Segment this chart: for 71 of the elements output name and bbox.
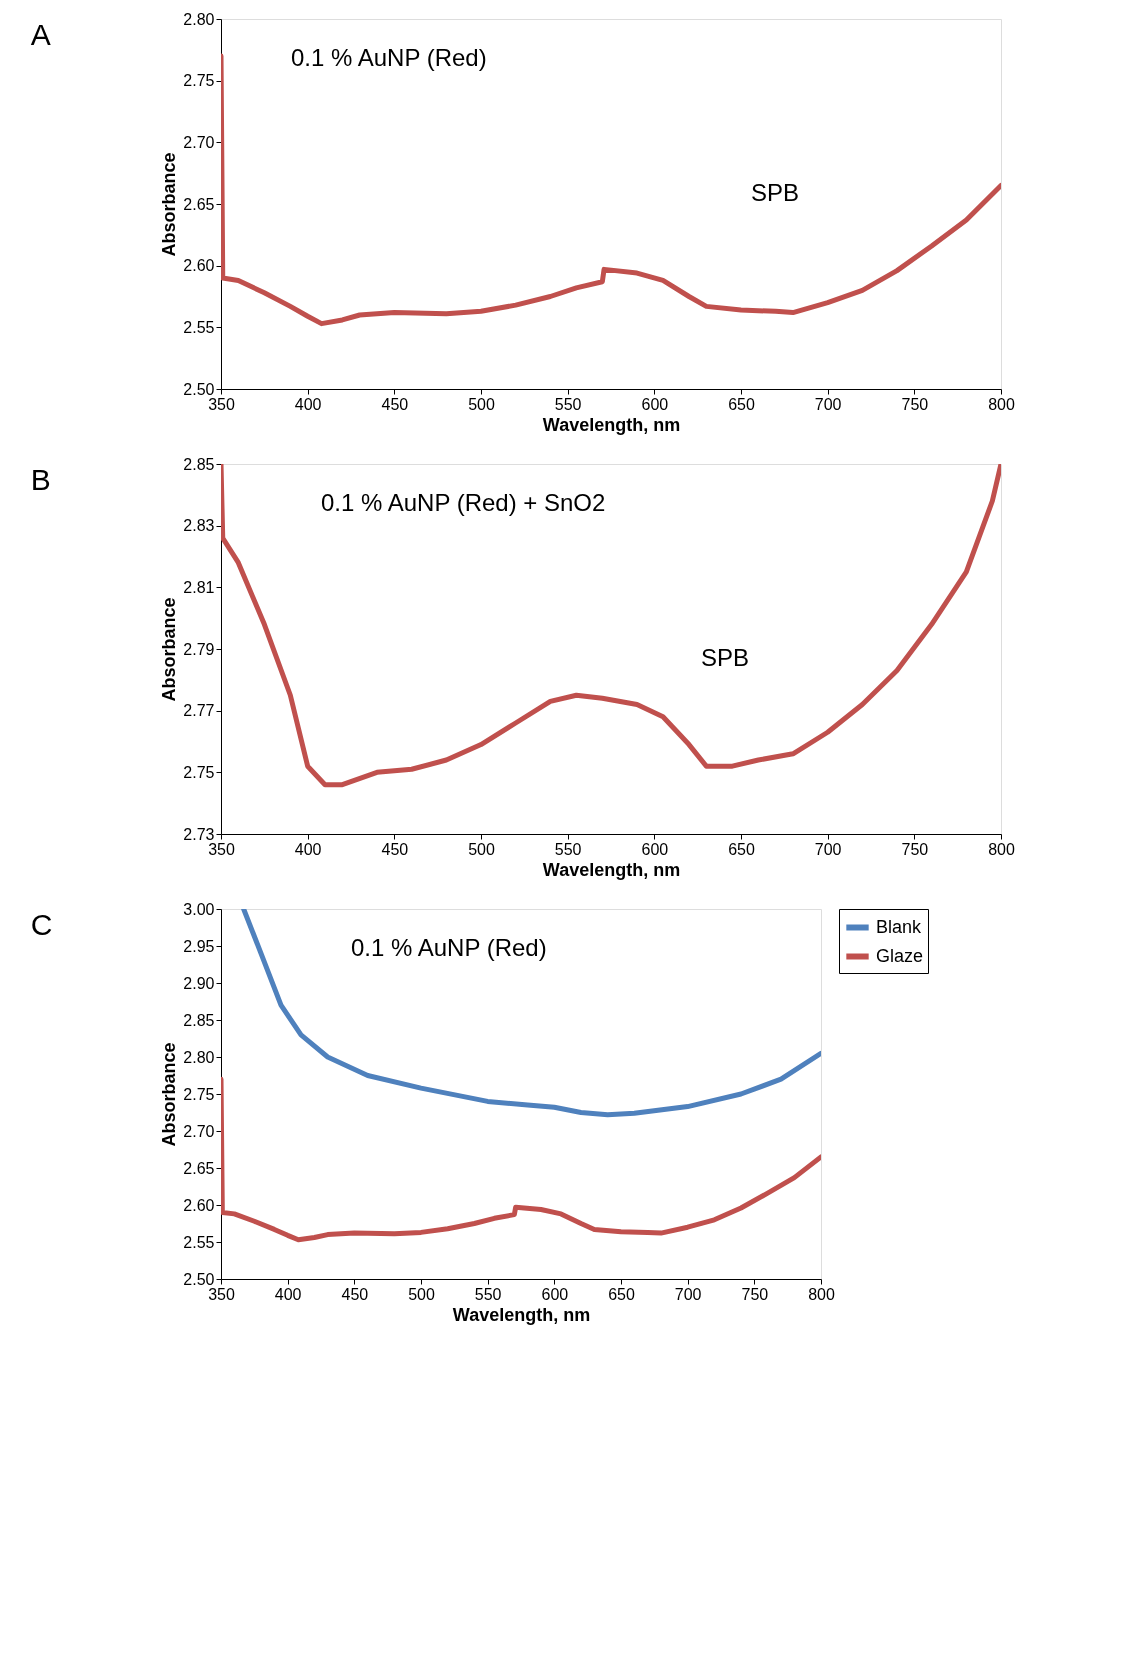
y-tick-label: 2.65 — [183, 195, 215, 213]
x-tick-label: 350 — [208, 1285, 235, 1303]
x-tick-label: 350 — [208, 395, 235, 413]
x-tick-label: 700 — [814, 840, 842, 858]
x-tick-label: 750 — [901, 840, 929, 858]
x-tick-label: 550 — [554, 840, 582, 858]
x-tick-label: 450 — [341, 1285, 369, 1303]
y-axis-title: Absorbance — [159, 1042, 180, 1147]
x-tick-label: 750 — [741, 1285, 769, 1303]
x-tick-label: 600 — [541, 1285, 569, 1303]
y-tick-label: 2.83 — [183, 517, 215, 535]
x-tick-label: 600 — [641, 395, 669, 413]
annotation: 0.1 % AuNP (Red) — [291, 44, 487, 71]
y-tick-label: 2.70 — [183, 133, 215, 151]
x-tick-label: 450 — [381, 840, 409, 858]
x-axis-title: Wavelength, nm — [542, 414, 681, 435]
legend-label: Glaze — [876, 945, 924, 966]
y-tick-label: 2.80 — [183, 10, 215, 28]
y-tick-label: 3.00 — [183, 900, 215, 918]
y-axis-title: Absorbance — [159, 152, 180, 257]
annotation: 0.1 % AuNP (Red) + SnO2 — [321, 489, 606, 516]
chart-title: B — [30, 463, 51, 496]
y-axis-title: Absorbance — [159, 597, 180, 702]
x-axis-title: Wavelength, nm — [452, 1304, 591, 1325]
y-tick-label: 2.50 — [183, 380, 215, 398]
y-tick-label: 2.60 — [183, 1196, 215, 1214]
y-tick-label: 2.77 — [183, 702, 215, 720]
x-tick-label: 450 — [381, 395, 409, 413]
x-tick-label: 500 — [468, 840, 495, 858]
chart-title: A — [30, 18, 51, 51]
x-tick-label: 400 — [294, 840, 322, 858]
x-tick-label: 700 — [674, 1285, 702, 1303]
y-tick-label: 2.79 — [183, 640, 215, 658]
y-tick-label: 2.75 — [183, 72, 215, 90]
y-tick-label: 2.65 — [183, 1159, 215, 1177]
y-tick-label: 2.70 — [183, 1122, 215, 1140]
x-tick-label: 800 — [988, 840, 1015, 858]
x-tick-label: 600 — [641, 840, 669, 858]
annotation: SPB — [751, 179, 800, 206]
x-tick-label: 500 — [408, 1285, 435, 1303]
x-tick-label: 800 — [988, 395, 1015, 413]
y-tick-label: 2.73 — [183, 825, 215, 843]
x-tick-label: 400 — [274, 1285, 302, 1303]
y-tick-label: 2.80 — [183, 1048, 215, 1066]
x-axis-title: Wavelength, nm — [542, 859, 681, 880]
x-tick-label: 650 — [728, 395, 755, 413]
y-tick-label: 2.90 — [183, 974, 215, 992]
x-tick-label: 650 — [608, 1285, 635, 1303]
y-tick-label: 2.85 — [183, 455, 215, 473]
x-tick-label: 550 — [474, 1285, 502, 1303]
legend-label: Blank — [876, 916, 923, 937]
x-tick-label: 700 — [814, 395, 842, 413]
annotation: 0.1 % AuNP (Red) — [351, 934, 547, 961]
y-tick-label: 2.55 — [183, 1233, 215, 1251]
x-tick-label: 500 — [468, 395, 495, 413]
x-tick-label: 400 — [294, 395, 322, 413]
annotation: SPB — [701, 644, 750, 671]
y-tick-label: 2.85 — [183, 1011, 215, 1029]
x-tick-label: 750 — [901, 395, 929, 413]
x-tick-label: 550 — [554, 395, 582, 413]
y-tick-label: 2.55 — [183, 318, 215, 336]
y-tick-label: 2.95 — [183, 937, 215, 955]
x-tick-label: 350 — [208, 840, 235, 858]
y-tick-label: 2.81 — [183, 578, 215, 596]
x-tick-label: 800 — [808, 1285, 835, 1303]
y-tick-label: 2.60 — [183, 257, 215, 275]
chart-title: C — [30, 908, 53, 941]
y-tick-label: 2.50 — [183, 1270, 215, 1288]
y-tick-label: 2.75 — [183, 1085, 215, 1103]
y-tick-label: 2.75 — [183, 763, 215, 781]
x-tick-label: 650 — [728, 840, 755, 858]
